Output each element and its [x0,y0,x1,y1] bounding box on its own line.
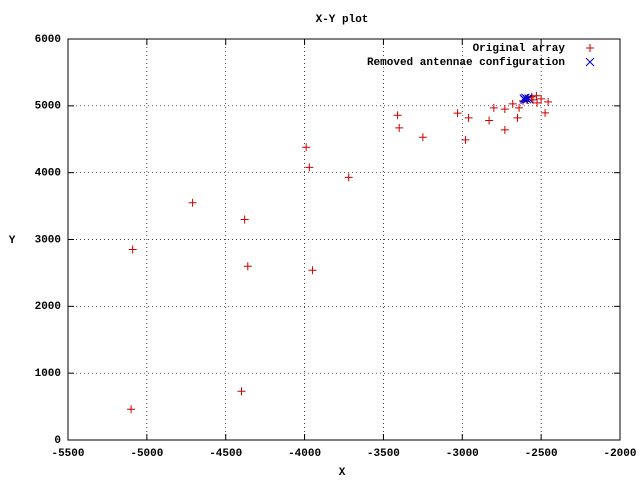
y-tick-label: 5000 [35,101,61,113]
point [305,163,314,172]
marker-shape [240,215,249,224]
marker-shape [522,94,532,104]
point [127,405,136,414]
marker-shape [308,266,317,275]
point [464,113,473,122]
point [520,95,529,105]
point [513,113,522,122]
marker-shape [533,98,542,107]
x-tick-label: -4500 [209,448,242,460]
marker-shape [537,94,546,103]
point [418,133,427,142]
point [515,103,524,112]
marker-shape [508,99,517,108]
point [508,99,517,108]
marker-shape [464,113,473,122]
marker-shape [461,135,470,144]
x-tick-label: -5000 [130,448,163,460]
y-tick-label: 0 [54,435,61,447]
marker-shape [302,143,311,152]
y-tick-label: 6000 [35,34,61,46]
x-tick-label: -2000 [603,448,636,460]
point [500,105,509,114]
marker-shape [128,245,137,254]
point [489,103,498,112]
marker-shape [500,125,509,134]
marker-shape [418,133,427,142]
point [461,135,470,144]
x-tick-label: -3000 [446,448,479,460]
legend-marker [585,57,595,67]
legend-symbol [585,57,595,67]
marker-shape [541,108,550,117]
point [393,111,402,120]
point [308,266,317,275]
marker-shape [188,198,197,207]
marker-shape [393,111,402,120]
point [344,173,353,182]
point [188,198,197,207]
marker-shape [243,262,252,271]
point [522,94,532,104]
marker-shape [395,123,404,132]
marker-shape [532,91,541,100]
y-tick-label: 2000 [35,301,61,313]
point [302,143,311,152]
x-tick-label: -5500 [51,448,84,460]
marker-shape [485,116,494,125]
point [544,97,553,106]
marker-shape [500,105,509,114]
marker-shape [344,173,353,182]
y-tick-label: 3000 [35,234,61,246]
marker-shape [489,103,498,112]
point [541,108,550,117]
legend-label: Removed antennae configuration [367,57,565,69]
marker-shape [520,95,529,105]
point [395,123,404,132]
point [533,98,542,107]
legend-label: Original array [473,43,566,55]
point [532,91,541,100]
marker-shape [305,163,314,172]
point [537,94,546,103]
marker-shape [515,103,524,112]
x-tick-label: -3500 [367,448,400,460]
chart-title: X-Y plot [316,14,369,26]
point [237,387,246,396]
marker-shape [513,113,522,122]
x-tick-label: -4000 [288,448,321,460]
point [240,215,249,224]
point [128,245,137,254]
legend-marker [586,44,594,52]
marker-shape [237,387,246,396]
marker-shape [453,109,462,118]
y-tick-label: 4000 [35,168,61,180]
point [243,262,252,271]
y-tick-label: 1000 [35,368,61,380]
x-axis-label: X [339,467,346,479]
y-axis-label: Y [9,235,16,247]
point [485,116,494,125]
x-tick-label: -2500 [525,448,558,460]
marker-shape [127,405,136,414]
point [453,109,462,118]
marker-shape [544,97,553,106]
legend-symbol [586,44,594,52]
point [500,125,509,134]
